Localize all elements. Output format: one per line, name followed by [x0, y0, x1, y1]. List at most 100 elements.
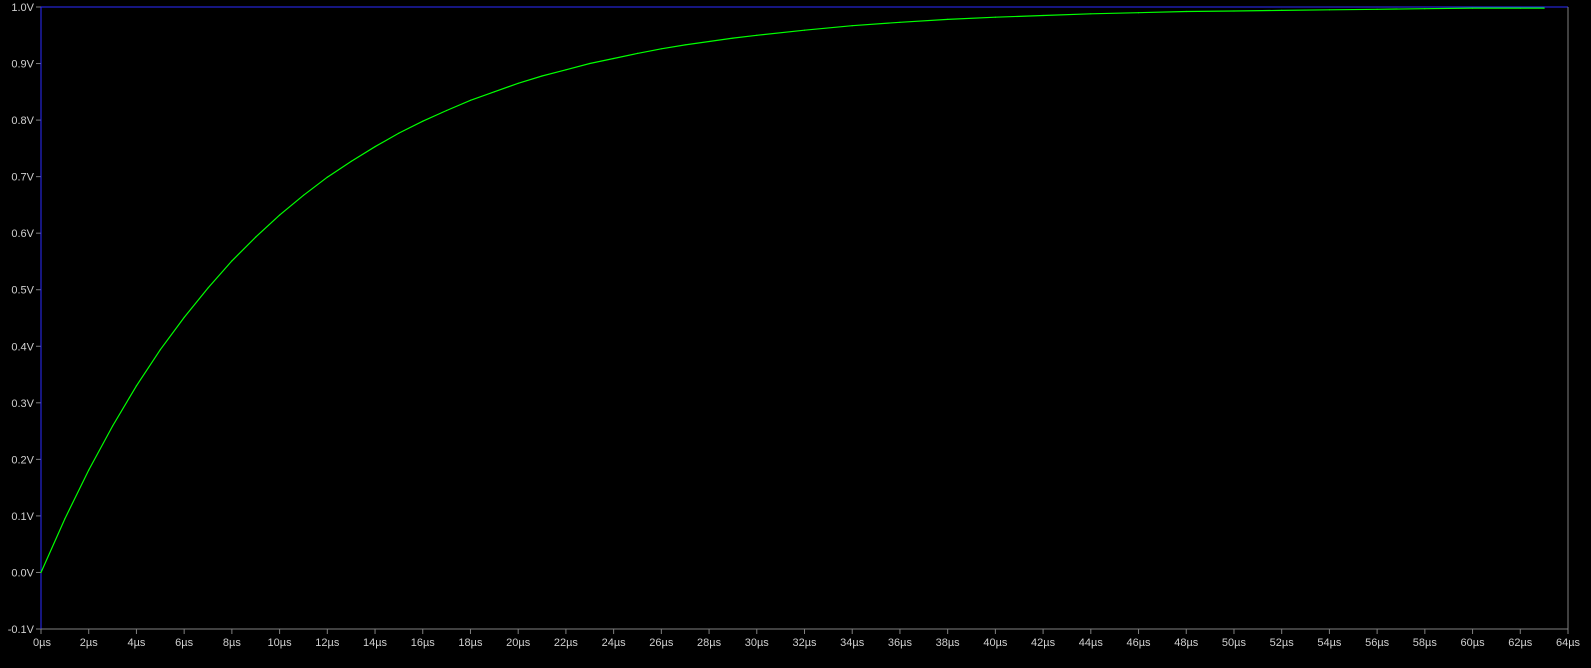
x-tick-label: 22µs: [554, 637, 579, 649]
trace-point: [374, 146, 376, 148]
x-tick-label: 36µs: [888, 637, 913, 649]
trace-point: [708, 40, 710, 43]
x-tick-label: 26µs: [649, 637, 674, 649]
trace-point: [1472, 7, 1474, 9]
y-tick-label: 0.7V: [11, 172, 34, 184]
trace-point: [660, 48, 662, 50]
trace-point: [112, 425, 114, 427]
trace-point: [803, 29, 806, 31]
trace-point: [279, 214, 281, 216]
trace-point: [159, 349, 161, 351]
x-axis: 0µs 2µs 4µs 6µs 8µs 10µs 12µs 14µs 16µs 18µs 20µs 2…: [33, 629, 1581, 649]
x-tick-label: 56µs: [1365, 637, 1390, 649]
x-tick-label: 34µs: [840, 637, 865, 649]
y-tick-label: 0.2V: [11, 454, 34, 466]
y-tick-label: 0.1V: [11, 511, 34, 523]
x-tick-label: 2µs: [80, 637, 98, 649]
x-tick-label: 54µs: [1317, 637, 1342, 649]
trace-point: [1424, 8, 1426, 10]
trace-point: [756, 34, 758, 36]
x-tick-label: 42µs: [1031, 637, 1056, 649]
trace-point: [1543, 7, 1545, 9]
trace-point: [135, 385, 137, 387]
x-tick-label: 12µs: [315, 637, 340, 649]
y-tick-label: 0.6V: [11, 228, 34, 240]
x-tick-label: 28µs: [697, 637, 722, 649]
trace-point: [565, 69, 567, 71]
trace-point: [350, 160, 352, 162]
trace-point: [636, 52, 639, 55]
x-tick-label: 8µs: [223, 637, 241, 649]
trace-point: [1519, 7, 1521, 9]
x-tick-label: 18µs: [458, 637, 483, 649]
trace-point: [231, 260, 233, 262]
trace-point: [207, 287, 209, 289]
x-tick-label: 48µs: [1174, 637, 1199, 649]
y-tick-label: -0.1V: [8, 624, 35, 636]
y-tick-label: 0.5V: [11, 285, 34, 297]
x-tick-label: 38µs: [936, 637, 961, 649]
trace-point: [1137, 12, 1140, 14]
x-tick-label: 40µs: [983, 637, 1008, 649]
x-tick-label: 62µs: [1508, 637, 1533, 649]
trace-point: [326, 176, 328, 178]
x-tick-label: 16µs: [411, 637, 436, 649]
trace-point: [1042, 14, 1044, 17]
trace-point: [183, 316, 185, 318]
x-tick-label: 6µs: [175, 637, 193, 649]
trace-point: [851, 25, 853, 27]
trace-point: [1185, 10, 1187, 13]
x-tick-label: 58µs: [1413, 637, 1438, 649]
plot-frame: [40, 6, 1569, 630]
trace-point: [517, 82, 519, 84]
y-tick-label: 0.4V: [11, 341, 34, 353]
y-tick-label: 0.0V: [11, 567, 34, 579]
trace-point: [255, 236, 257, 238]
trace-point: [422, 120, 424, 122]
trace-point: [302, 194, 305, 196]
trace-line[interactable]: [40, 7, 1545, 573]
trace-point: [1090, 13, 1092, 15]
y-tick-label: 0.8V: [11, 115, 34, 127]
x-tick-label: 14µs: [363, 637, 388, 649]
trace-point: [1233, 10, 1235, 12]
trace-point: [469, 99, 472, 101]
y-tick-label: 0.9V: [11, 59, 34, 71]
trace-point: [732, 37, 734, 39]
trace-group[interactable]: [40, 7, 1545, 574]
x-tick-label: 0µs: [33, 637, 51, 649]
x-tick-label: 4µs: [127, 637, 145, 649]
x-tick-label: 10µs: [268, 637, 293, 649]
trace-point: [589, 62, 591, 65]
trace-point: [899, 21, 901, 23]
x-tick-label: 44µs: [1079, 637, 1104, 649]
trace-point: [40, 571, 42, 574]
trace-point: [541, 75, 543, 77]
x-tick-label: 50µs: [1222, 637, 1247, 649]
y-tick-label: 1.0V: [11, 2, 34, 14]
x-tick-label: 30µs: [745, 637, 770, 649]
trace-point: [613, 57, 615, 60]
y-tick-label: 0.3V: [11, 398, 34, 410]
trace-point: [994, 16, 997, 18]
trace-point: [446, 109, 448, 112]
x-tick-label: 60µs: [1461, 637, 1486, 649]
trace-point: [88, 469, 90, 471]
x-tick-label: 46µs: [1126, 637, 1151, 649]
trace-point: [64, 518, 66, 520]
trace-point: [684, 44, 686, 46]
trace-point: [398, 132, 400, 134]
x-tick-label: 64µs: [1556, 637, 1581, 649]
x-tick-label: 52µs: [1270, 637, 1295, 649]
trace-point: [493, 91, 495, 93]
trace-point: [1328, 9, 1330, 11]
x-tick-label: 20µs: [506, 637, 531, 649]
y-axis: 1.0V 0.9V 0.8V 0.7V 0.6V 0.5V 0.4V 0.3V 0.2V 0.1V…: [8, 2, 41, 636]
trace-point: [947, 18, 949, 20]
x-tick-label: 32µs: [792, 637, 817, 649]
trace-point: [1376, 8, 1378, 10]
trace-point: [1281, 9, 1283, 11]
